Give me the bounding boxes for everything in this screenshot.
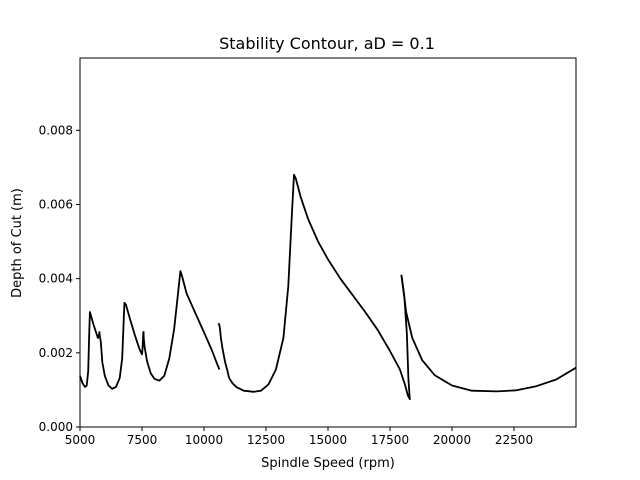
y-tick-label: 0.008	[39, 123, 73, 137]
y-tick-label: 0.004	[39, 272, 73, 286]
y-axis-ticks: 0.000 0.002 0.004 0.006 0.008	[39, 123, 80, 434]
x-axis-ticks: 5000 7500 10000 12500 15000 17500 20000 22500	[65, 427, 533, 447]
x-tick-label: 5000	[65, 433, 96, 447]
stability-lobe-line	[400, 274, 577, 393]
x-axis-label: Spindle Speed (rpm)	[261, 456, 395, 471]
plot-frame	[79, 57, 577, 428]
chart-title: Stability Contour, aD = 0.1	[219, 34, 435, 53]
x-tick-label: 20000	[433, 433, 471, 447]
x-tick-label: 10000	[185, 433, 223, 447]
x-tick-label: 17500	[371, 433, 409, 447]
series-group	[79, 173, 577, 401]
stability-lobe-line	[98, 301, 145, 390]
y-tick-label: 0.002	[39, 346, 73, 360]
x-tick-label: 15000	[309, 433, 347, 447]
x-tick-label: 22500	[495, 433, 533, 447]
stability-lobe-line	[217, 173, 411, 401]
y-axis-label: Depth of Cut (m)	[10, 188, 25, 298]
x-tick-label: 12500	[247, 433, 285, 447]
x-tick-label: 7500	[127, 433, 158, 447]
stability-lobe-line	[142, 270, 221, 382]
plot-area	[79, 57, 577, 428]
stability-lobe-line	[79, 311, 101, 388]
y-tick-label: 0.000	[39, 420, 73, 434]
y-tick-label: 0.006	[39, 197, 73, 211]
